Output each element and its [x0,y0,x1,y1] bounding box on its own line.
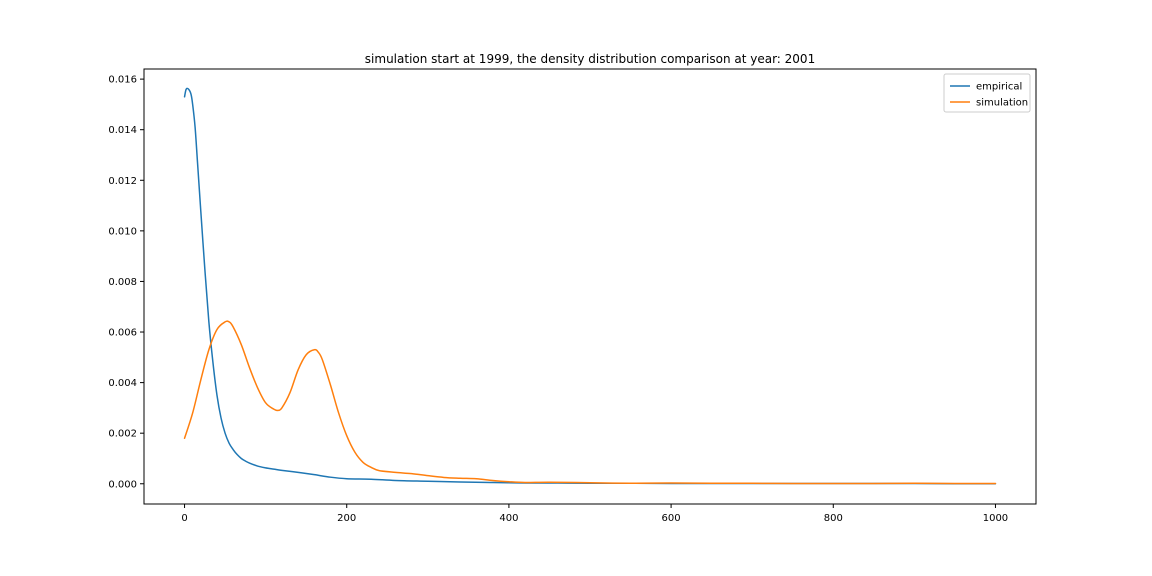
legend-label-empirical: empirical [976,82,1022,93]
x-tick-label: 400 [499,513,518,524]
y-tick-label: 0.004 [108,378,137,389]
legend-label-simulation: simulation [976,98,1028,109]
y-tick-label: 0.008 [108,277,137,288]
y-axis: 0.000 0.002 0.004 0.006 0.008 0.010 0.012 0.014… [108,75,144,490]
chart-title: simulation start at 1999, the density di… [365,52,815,66]
series-layer [183,87,997,485]
y-tick-label: 0.000 [108,479,137,490]
y-tick-label: 0.006 [108,328,137,339]
y-tick-label: 0.016 [108,75,137,86]
x-tick-label: 600 [662,513,681,524]
x-axis: 0 200 400 600 800 1000 [181,504,1008,524]
legend: empirical simulation [943,73,1031,113]
x-tick-label: 200 [337,513,356,524]
plot-frame [143,68,1037,505]
x-tick-label: 1000 [983,513,1008,524]
y-tick-label: 0.002 [108,429,137,440]
series-line-empirical [183,87,997,485]
y-tick-label: 0.012 [108,176,137,187]
x-tick-label: 0 [181,513,187,524]
x-tick-label: 800 [824,513,843,524]
series-line-simulation [183,320,997,485]
y-tick-label: 0.010 [108,226,137,237]
plot-area [143,68,1037,505]
y-tick-label: 0.014 [108,125,137,136]
